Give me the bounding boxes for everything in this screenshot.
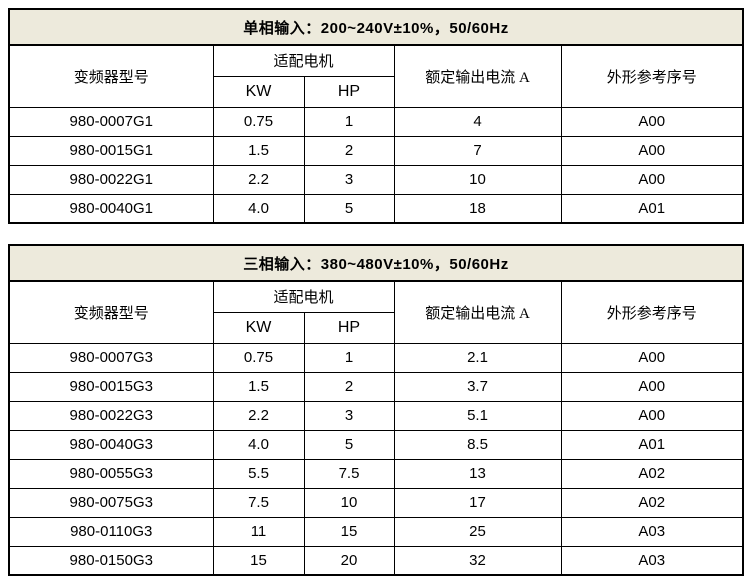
hp-cell: 2: [303, 371, 395, 402]
table-row: 980-0007G1 0.75 1 4 A00: [8, 106, 744, 137]
frame-cell: A00: [560, 135, 744, 166]
kw-cell: 7.5: [212, 487, 305, 518]
kw-cell: 5.5: [212, 458, 305, 489]
current-header: 额定输出电流 A: [393, 280, 562, 344]
hp-cell: 20: [303, 545, 395, 576]
kw-header: KW: [212, 75, 305, 108]
table-row: 980-0022G3 2.2 3 5.1 A00: [8, 400, 744, 431]
model-cell: 980-0022G1: [8, 164, 214, 195]
model-cell: 980-0055G3: [8, 458, 214, 489]
frame-header: 外形参考序号: [560, 44, 744, 108]
current-header: 额定输出电流 A: [393, 44, 562, 108]
current-cell: 4: [393, 106, 562, 137]
current-cell: 32: [393, 545, 562, 576]
hp-header: HP: [303, 75, 395, 108]
motor-group-header: 适配电机: [212, 280, 395, 313]
table-row: 980-0040G1 4.0 5 18 A01: [8, 193, 744, 224]
frame-cell: A00: [560, 371, 744, 402]
frame-cell: A02: [560, 458, 744, 489]
current-cell: 25: [393, 516, 562, 547]
model-cell: 980-0040G3: [8, 429, 214, 460]
model-cell: 980-0040G1: [8, 193, 214, 224]
kw-cell: 2.2: [212, 400, 305, 431]
current-cell: 10: [393, 164, 562, 195]
frame-cell: A02: [560, 487, 744, 518]
table-spacer: [8, 224, 742, 244]
frame-header: 外形参考序号: [560, 280, 744, 344]
hp-cell: 2: [303, 135, 395, 166]
frame-cell: A00: [560, 342, 744, 373]
model-cell: 980-0022G3: [8, 400, 214, 431]
model-cell: 980-0110G3: [8, 516, 214, 547]
hp-cell: 3: [303, 400, 395, 431]
frame-cell: A00: [560, 106, 744, 137]
current-cell: 17: [393, 487, 562, 518]
hp-cell: 5: [303, 193, 395, 224]
frame-cell: A03: [560, 545, 744, 576]
table-title: 单相输入：200~240V±10%，50/60Hz: [8, 8, 744, 46]
hp-cell: 15: [303, 516, 395, 547]
current-cell: 2.1: [393, 342, 562, 373]
hp-cell: 3: [303, 164, 395, 195]
table-row: 980-0007G3 0.75 1 2.1 A00: [8, 342, 744, 373]
hp-cell: 10: [303, 487, 395, 518]
table-row: 980-0040G3 4.0 5 8.5 A01: [8, 429, 744, 460]
model-header: 变频器型号: [8, 44, 214, 108]
current-cell: 18: [393, 193, 562, 224]
hp-cell: 7.5: [303, 458, 395, 489]
frame-cell: A01: [560, 193, 744, 224]
current-cell: 7: [393, 135, 562, 166]
model-cell: 980-0007G3: [8, 342, 214, 373]
table-row: 980-0150G3 15 20 32 A03: [8, 545, 744, 576]
table-row: 980-0110G3 11 15 25 A03: [8, 516, 744, 547]
model-cell: 980-0015G1: [8, 135, 214, 166]
kw-cell: 4.0: [212, 429, 305, 460]
table-row: 980-0015G3 1.5 2 3.7 A00: [8, 371, 744, 402]
current-cell: 8.5: [393, 429, 562, 460]
kw-cell: 0.75: [212, 342, 305, 373]
current-cell: 13: [393, 458, 562, 489]
kw-cell: 1.5: [212, 135, 305, 166]
hp-cell: 5: [303, 429, 395, 460]
table-row: 980-0022G1 2.2 3 10 A00: [8, 164, 744, 195]
model-cell: 980-0015G3: [8, 371, 214, 402]
kw-cell: 0.75: [212, 106, 305, 137]
table-row: 980-0075G3 7.5 10 17 A02: [8, 487, 744, 518]
kw-header: KW: [212, 311, 305, 344]
model-cell: 980-0007G1: [8, 106, 214, 137]
frame-cell: A01: [560, 429, 744, 460]
table-title: 三相输入：380~480V±10%，50/60Hz: [8, 244, 744, 282]
kw-cell: 1.5: [212, 371, 305, 402]
motor-group-header: 适配电机: [212, 44, 395, 77]
model-header: 变频器型号: [8, 280, 214, 344]
hp-cell: 1: [303, 106, 395, 137]
kw-cell: 2.2: [212, 164, 305, 195]
model-cell: 980-0150G3: [8, 545, 214, 576]
table-row: 980-0055G3 5.5 7.5 13 A02: [8, 458, 744, 489]
model-cell: 980-0075G3: [8, 487, 214, 518]
frame-cell: A00: [560, 164, 744, 195]
current-cell: 5.1: [393, 400, 562, 431]
hp-header: HP: [303, 311, 395, 344]
hp-cell: 1: [303, 342, 395, 373]
kw-cell: 15: [212, 545, 305, 576]
single-phase-table: 单相输入：200~240V±10%，50/60Hz 变频器型号 适配电机 额定输…: [8, 8, 745, 224]
kw-cell: 11: [212, 516, 305, 547]
current-cell: 3.7: [393, 371, 562, 402]
kw-cell: 4.0: [212, 193, 305, 224]
frame-cell: A03: [560, 516, 744, 547]
table-row: 980-0015G1 1.5 2 7 A00: [8, 135, 744, 166]
frame-cell: A00: [560, 400, 744, 431]
three-phase-table: 三相输入：380~480V±10%，50/60Hz 变频器型号 适配电机 额定输…: [8, 244, 745, 576]
